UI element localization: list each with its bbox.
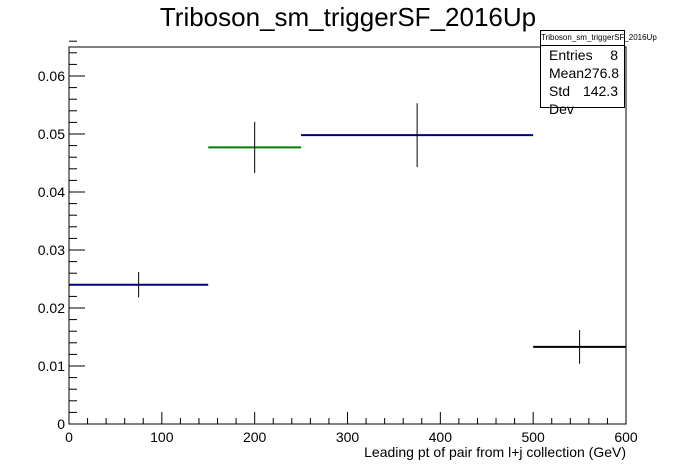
histogram-bin bbox=[533, 330, 626, 364]
chart-title: Triboson_sm_triggerSF_2016Up bbox=[159, 2, 537, 32]
stats-row-mean: Mean 276.8 bbox=[541, 64, 624, 82]
y-tick-label: 0.01 bbox=[38, 358, 65, 374]
y-tick-label: 0 bbox=[57, 416, 65, 432]
x-tick-label: 400 bbox=[429, 429, 453, 445]
y-tick-label: 0.03 bbox=[38, 242, 65, 258]
y-tick-label: 0.02 bbox=[38, 300, 65, 316]
stats-row-stddev: Std Dev 142.3 bbox=[541, 82, 624, 118]
stats-label: Std Dev bbox=[549, 83, 574, 117]
stats-value: 142.3 bbox=[582, 83, 618, 99]
stats-value: 276.8 bbox=[584, 65, 620, 81]
histogram-bin bbox=[301, 103, 534, 168]
x-axis-label: Leading pt of pair from l+j collection (… bbox=[364, 444, 626, 460]
stats-value: 8 bbox=[610, 47, 618, 63]
x-tick-label: 500 bbox=[521, 429, 545, 445]
stats-label: Entries bbox=[549, 47, 593, 63]
histogram-bin bbox=[69, 272, 209, 298]
y-tick-label: 0.04 bbox=[38, 184, 65, 200]
x-tick-label: 0 bbox=[65, 429, 73, 445]
stats-box-title: Triboson_sm_triggerSF_2016Up bbox=[541, 31, 657, 46]
x-tick-label: 200 bbox=[243, 429, 267, 445]
x-tick-label: 300 bbox=[336, 429, 360, 445]
y-tick-label: 0.06 bbox=[38, 68, 65, 84]
histogram-bin bbox=[208, 121, 302, 173]
stats-box: Triboson_sm_triggerSF_2016Up Entries 8 M… bbox=[540, 30, 657, 117]
x-tick-label: 100 bbox=[150, 429, 174, 445]
stats-label: Mean bbox=[549, 65, 585, 81]
x-tick-label: 600 bbox=[614, 429, 638, 445]
stats-row-entries: Entries 8 bbox=[541, 46, 624, 64]
y-tick-label: 0.05 bbox=[38, 126, 65, 142]
